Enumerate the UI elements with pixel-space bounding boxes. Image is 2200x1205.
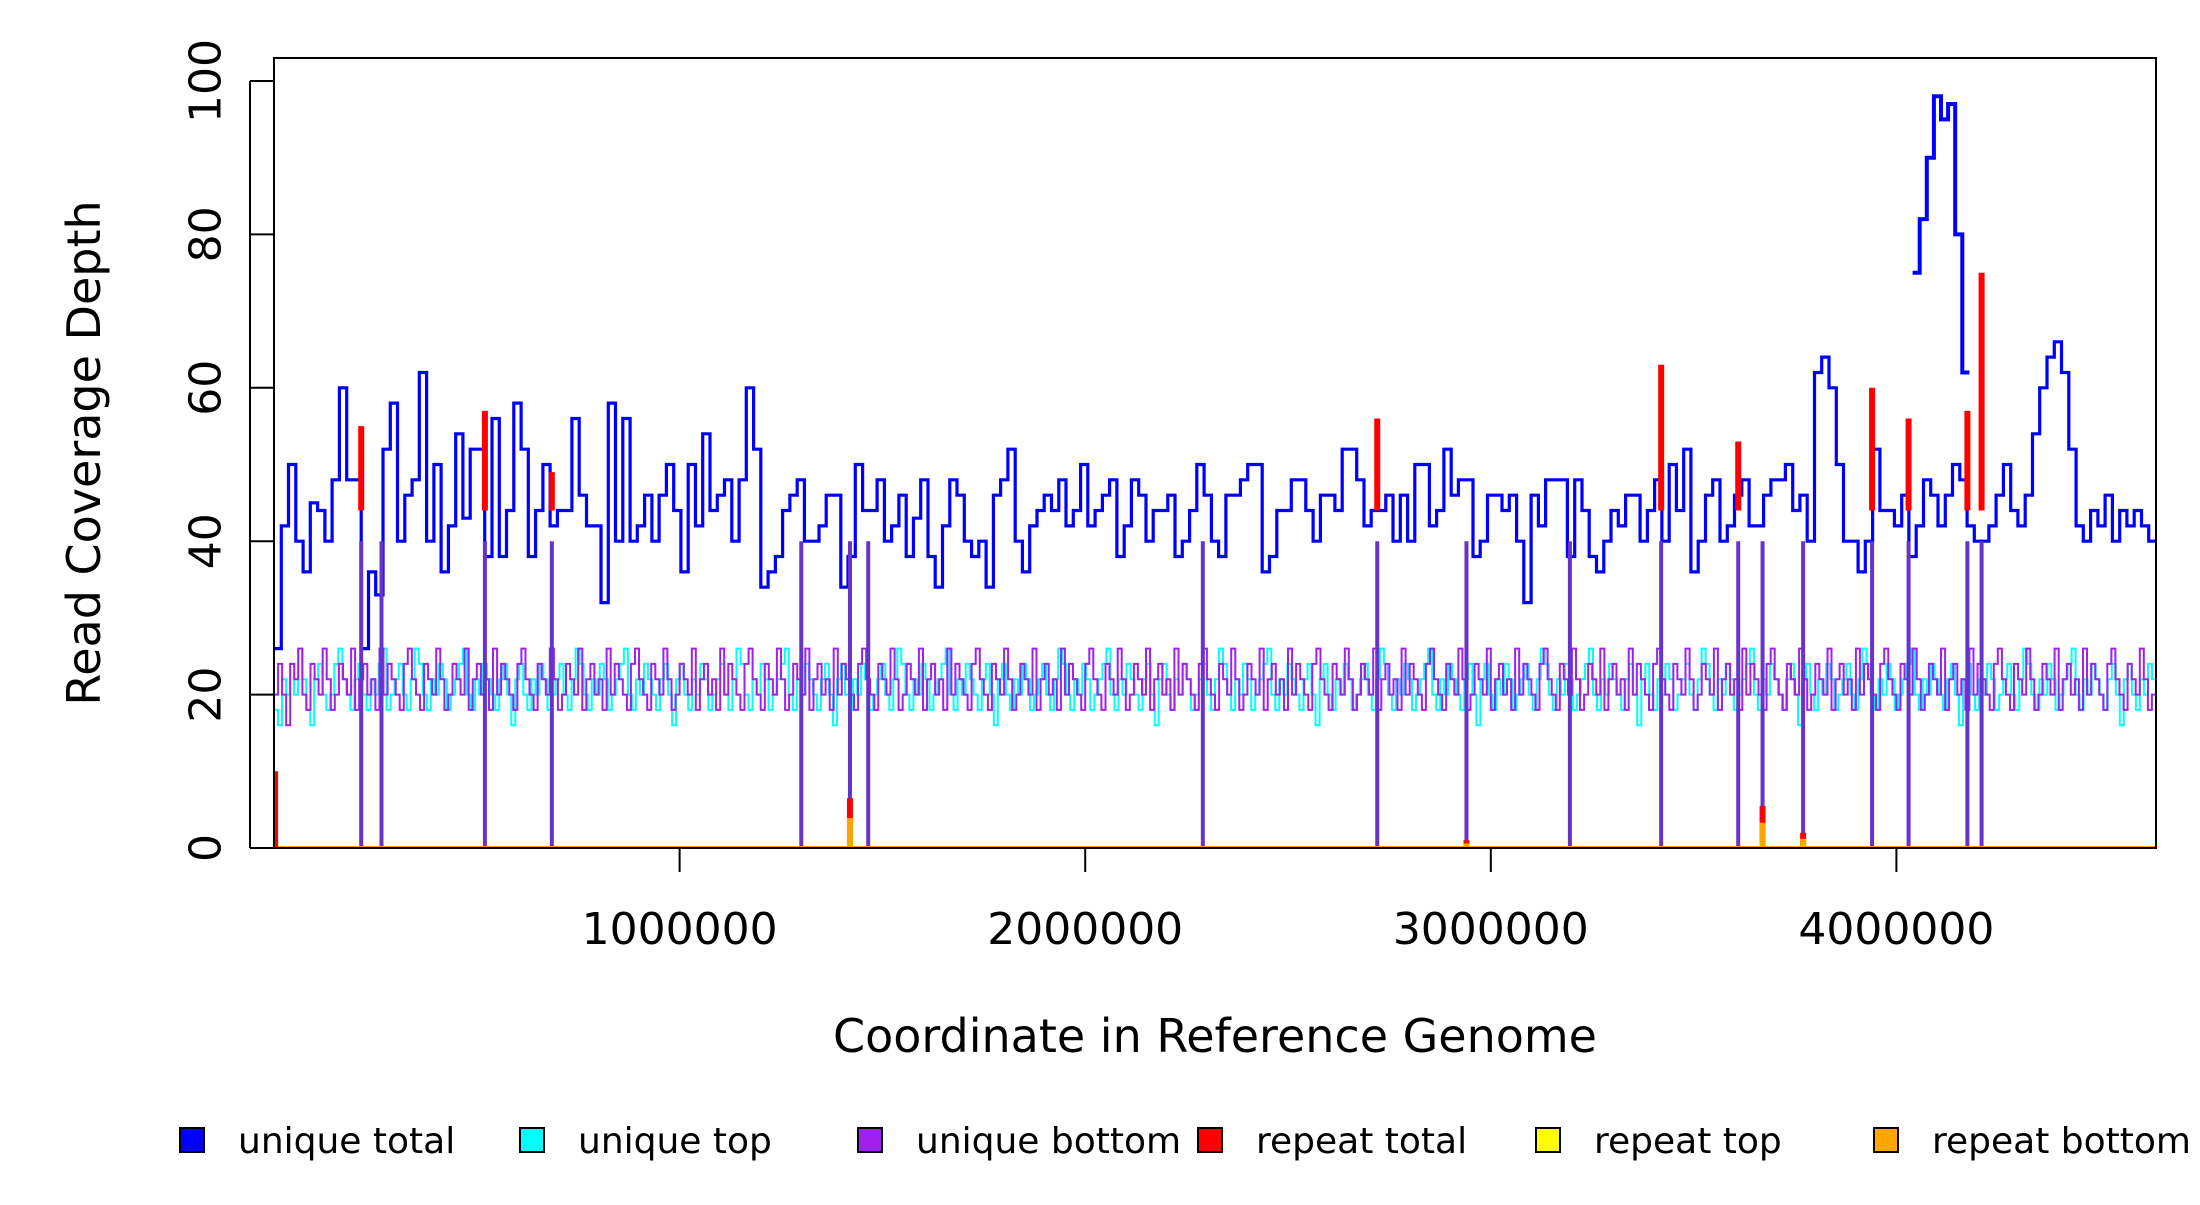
legend-label-repeat-total: repeat total (1256, 1121, 1467, 1162)
legend-swatch-repeat-bottom (1873, 1127, 1899, 1153)
y-axis: 0 20 40 60 80 100 (181, 39, 274, 862)
legend-label-unique-bottom: unique bottom (916, 1121, 1181, 1162)
legend-swatch-repeat-total (1197, 1127, 1223, 1153)
legend-label-repeat-bottom: repeat bottom (1932, 1121, 2191, 1162)
legend-label-repeat-top: repeat top (1594, 1121, 1782, 1162)
x-tick-label-2: 3000000 (1393, 904, 1589, 955)
x-tick-label-0: 1000000 (582, 904, 778, 955)
legend-swatch-unique-bottom (857, 1127, 883, 1153)
y-tick-label-3: 60 (181, 360, 232, 416)
legend-label-unique-total: unique total (238, 1121, 455, 1162)
y-tick-label-5: 100 (181, 39, 232, 123)
y-tick-label-1: 20 (181, 667, 232, 723)
legend-label-unique-top: unique top (578, 1121, 772, 1162)
x-tick-label-1: 2000000 (987, 904, 1183, 955)
legend-swatch-repeat-top (1535, 1127, 1561, 1153)
x-axis: 1000000 2000000 3000000 4000000 (582, 847, 1994, 955)
y-tick-label-0: 0 (181, 834, 232, 862)
series-line-unique-total (274, 340, 2156, 651)
y-axis-title: Read Coverage Depth (57, 200, 111, 705)
legend-swatch-unique-top (519, 1127, 545, 1153)
x-tick-label-3: 4000000 (1798, 904, 1994, 955)
y-tick-label-2: 40 (181, 513, 232, 569)
series-line-unique-bottom (274, 647, 2156, 727)
peak-region-line (1912, 94, 1970, 375)
x-axis-title: Coordinate in Reference Genome (833, 1009, 1597, 1063)
y-tick-label-4: 80 (181, 206, 232, 262)
legend-swatch-unique-total (179, 1127, 205, 1153)
legend: unique total unique top unique bottom repea… (179, 1121, 2191, 1162)
